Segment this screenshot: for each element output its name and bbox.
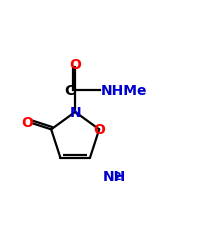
Text: O: O [21, 116, 33, 130]
Text: NHMe: NHMe [101, 83, 147, 97]
Text: N: N [69, 106, 81, 119]
Text: C: C [65, 83, 75, 97]
Text: O: O [93, 123, 105, 137]
Text: 2: 2 [113, 171, 121, 181]
Text: O: O [69, 57, 81, 72]
Text: NH: NH [103, 169, 126, 183]
